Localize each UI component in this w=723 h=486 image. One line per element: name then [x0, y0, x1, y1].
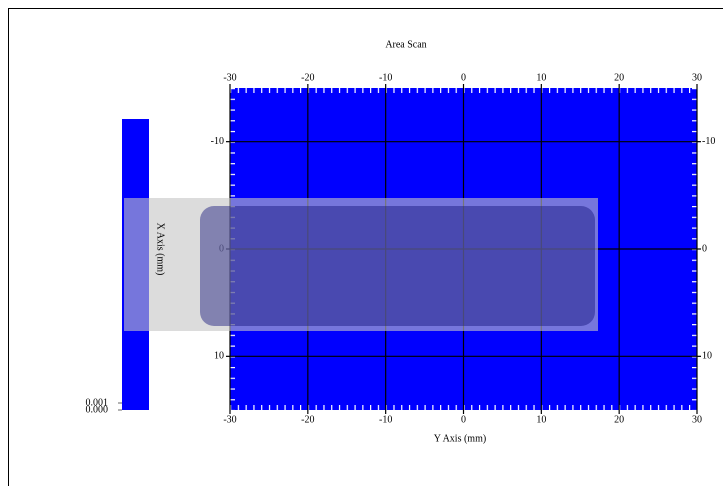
x-tick-label: -10	[379, 414, 392, 425]
x-tick-label-top: -30	[223, 72, 236, 83]
x-tick-label: 0	[461, 414, 466, 425]
y-axis-label: X Axis (mm)	[155, 223, 166, 276]
colorbar-label: 0.000	[86, 404, 109, 415]
y-tick-label-right: 10	[702, 351, 712, 362]
x-tick-label-top: 10	[536, 72, 546, 83]
x-axis-label: Y Axis (mm)	[434, 433, 486, 444]
camera-image	[124, 198, 598, 331]
y-tick-label-right: -10	[702, 136, 715, 147]
x-tick-label: 20	[614, 414, 624, 425]
colorbar-label: 0.001	[86, 397, 109, 408]
y-tick-label: -10	[211, 136, 224, 147]
x-tick-label-top: 30	[692, 72, 702, 83]
x-tick-label-top: 20	[614, 72, 624, 83]
x-tick-label-top: 0	[461, 72, 466, 83]
camera-image-device	[200, 206, 595, 326]
x-tick-label: -30	[223, 414, 236, 425]
x-tick-label: 30	[692, 414, 702, 425]
chart-title: Area Scan	[385, 39, 426, 50]
y-tick-label-right: 0	[702, 243, 707, 254]
x-tick-label: -20	[301, 414, 314, 425]
y-tick-label: 10	[214, 351, 224, 362]
x-tick-label-top: -20	[301, 72, 314, 83]
x-tick-label: 10	[536, 414, 546, 425]
x-tick-label-top: -10	[379, 72, 392, 83]
